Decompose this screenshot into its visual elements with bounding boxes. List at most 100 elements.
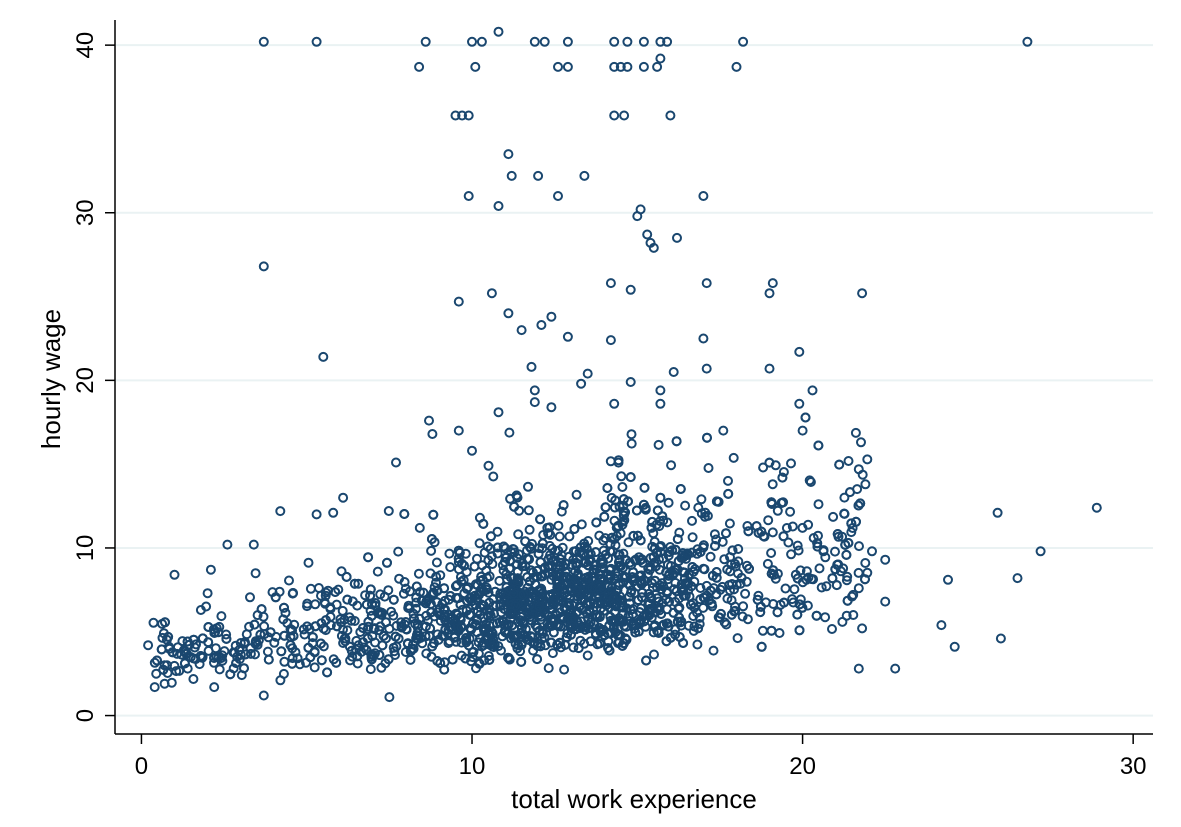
data-point bbox=[358, 623, 368, 633]
data-point bbox=[853, 663, 864, 674]
data-point bbox=[536, 320, 547, 330]
data-point bbox=[618, 506, 629, 517]
data-point bbox=[609, 398, 620, 409]
data-point bbox=[573, 643, 584, 654]
data-point bbox=[890, 663, 901, 674]
data-point bbox=[342, 594, 353, 605]
data-point bbox=[311, 36, 322, 47]
data-point bbox=[949, 641, 960, 652]
x-axis-title: total work experience bbox=[511, 784, 757, 814]
data-point bbox=[205, 564, 216, 575]
data-point bbox=[461, 567, 472, 577]
data-point bbox=[320, 615, 331, 626]
data-point bbox=[467, 36, 477, 47]
data-point bbox=[490, 586, 501, 597]
data-point bbox=[463, 191, 474, 201]
data-point bbox=[391, 457, 401, 468]
data-point bbox=[523, 505, 534, 516]
data-point bbox=[609, 599, 620, 610]
data-point bbox=[706, 598, 717, 609]
data-point bbox=[473, 648, 484, 659]
data-point bbox=[698, 563, 709, 574]
data-point bbox=[470, 61, 481, 72]
data-point bbox=[764, 363, 775, 374]
data-point bbox=[594, 638, 605, 649]
data-point bbox=[310, 599, 321, 610]
data-point bbox=[723, 488, 734, 499]
data-point bbox=[516, 656, 527, 667]
data-point bbox=[658, 553, 669, 564]
data-point bbox=[255, 629, 266, 640]
data-point bbox=[618, 510, 629, 521]
data-point bbox=[609, 36, 620, 47]
data-point bbox=[820, 612, 831, 623]
data-point bbox=[647, 516, 658, 527]
data-point bbox=[736, 572, 747, 583]
data-point bbox=[698, 333, 709, 344]
data-point bbox=[488, 471, 499, 482]
data-point bbox=[569, 524, 580, 534]
data-point bbox=[841, 575, 852, 586]
data-point bbox=[936, 620, 947, 631]
data-point bbox=[779, 597, 789, 608]
data-point bbox=[231, 658, 242, 668]
data-point bbox=[320, 590, 331, 601]
data-point bbox=[587, 582, 598, 593]
data-point bbox=[460, 653, 471, 664]
data-point bbox=[755, 607, 766, 618]
data-point bbox=[488, 635, 499, 646]
data-point bbox=[616, 471, 627, 482]
data-point bbox=[696, 494, 707, 505]
data-point bbox=[258, 261, 269, 272]
y-tick-label: 30 bbox=[72, 199, 99, 226]
data-point bbox=[562, 331, 573, 342]
data-point bbox=[188, 674, 199, 684]
data-point bbox=[424, 415, 434, 426]
data-point bbox=[560, 567, 571, 578]
data-point bbox=[503, 628, 514, 639]
data-point bbox=[839, 508, 850, 519]
data-point bbox=[628, 530, 639, 541]
data-point bbox=[553, 620, 564, 631]
data-point bbox=[376, 662, 387, 673]
data-point bbox=[328, 507, 339, 518]
data-point bbox=[379, 591, 390, 602]
data-point bbox=[505, 555, 516, 566]
data-point bbox=[517, 561, 528, 572]
data-point bbox=[439, 604, 450, 615]
data-point bbox=[394, 573, 405, 584]
data-point bbox=[756, 641, 767, 652]
data-point bbox=[426, 545, 437, 556]
data-point bbox=[558, 500, 569, 511]
data-point bbox=[544, 560, 555, 571]
data-point bbox=[701, 363, 712, 374]
data-point bbox=[772, 607, 783, 618]
data-point bbox=[715, 608, 726, 619]
data-point bbox=[605, 335, 616, 346]
data-point bbox=[447, 654, 458, 665]
data-point bbox=[1022, 36, 1033, 47]
data-point bbox=[203, 622, 214, 632]
data-point bbox=[615, 61, 626, 72]
data-point bbox=[363, 552, 374, 563]
data-point bbox=[428, 587, 439, 598]
y-tick-label: 10 bbox=[72, 535, 99, 562]
data-point bbox=[789, 584, 800, 595]
data-point bbox=[202, 588, 213, 599]
data-point bbox=[717, 536, 728, 547]
data-point bbox=[560, 639, 571, 650]
data-point bbox=[554, 560, 565, 571]
data-point bbox=[374, 650, 385, 660]
data-point bbox=[553, 61, 563, 72]
data-point bbox=[588, 568, 599, 579]
data-point bbox=[774, 628, 785, 638]
data-point bbox=[222, 539, 233, 550]
data-point bbox=[743, 526, 754, 537]
data-point bbox=[287, 658, 298, 669]
data-point bbox=[738, 36, 749, 47]
data-point bbox=[275, 506, 286, 517]
data-point bbox=[766, 625, 777, 636]
data-point bbox=[625, 377, 636, 387]
data-point bbox=[857, 288, 868, 299]
data-point bbox=[638, 61, 649, 72]
